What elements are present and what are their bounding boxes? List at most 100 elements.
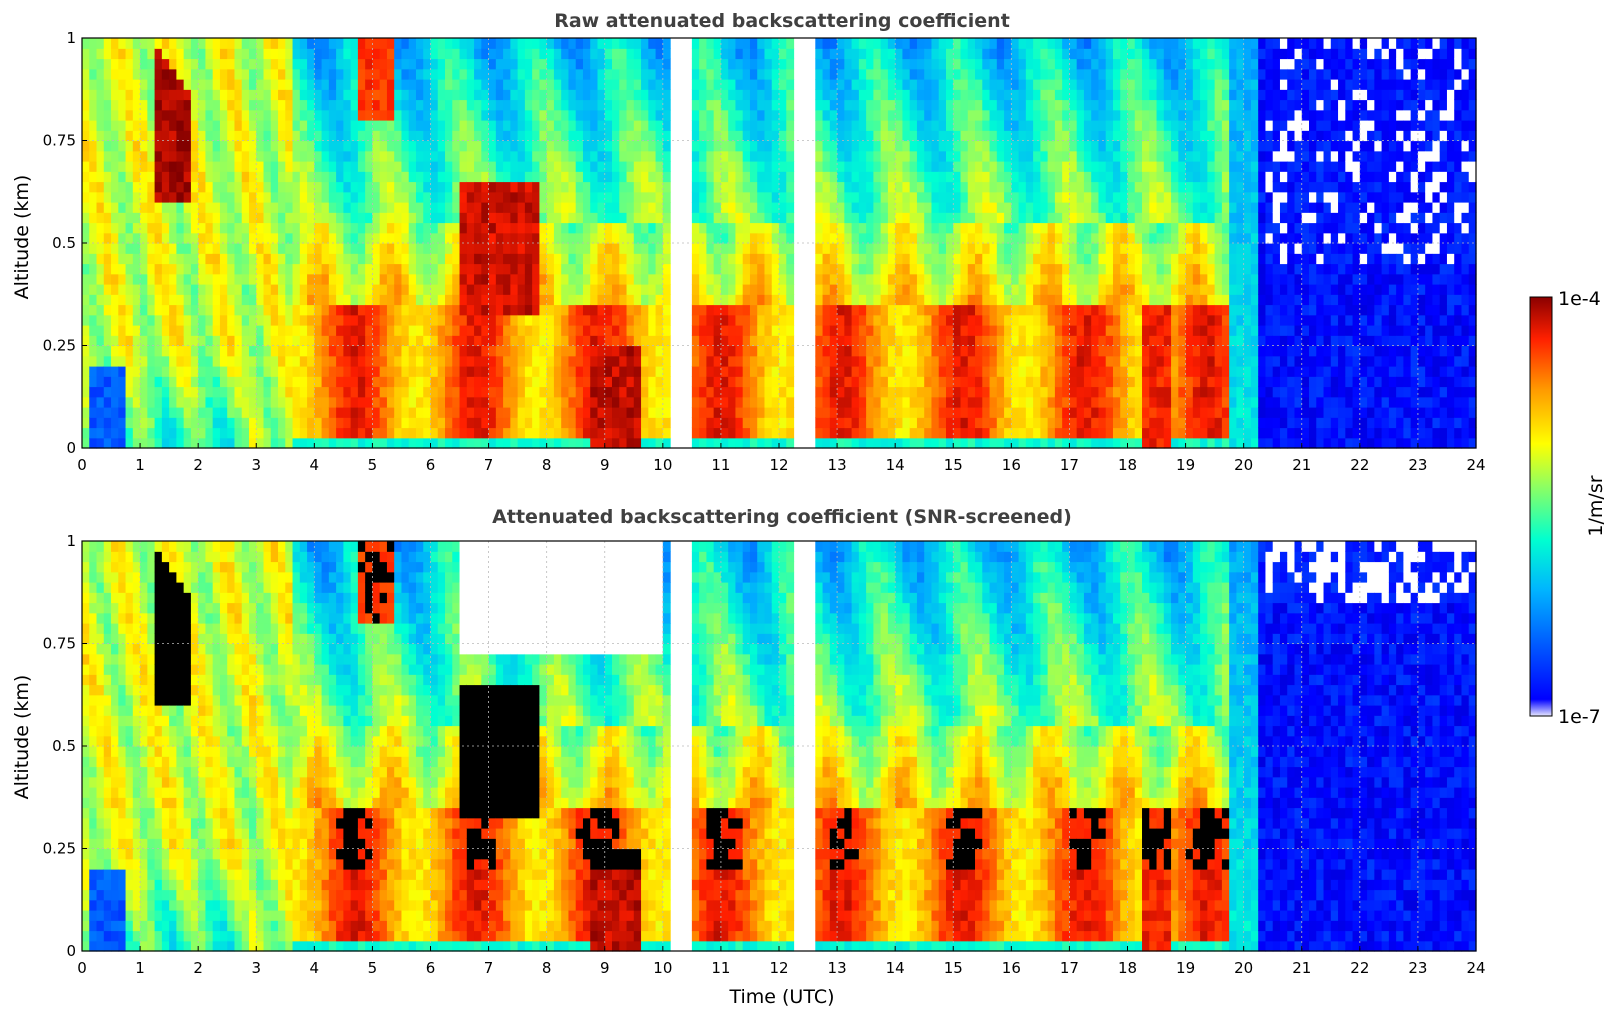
heatmap-cell — [357, 89, 366, 101]
heatmap-cell — [582, 68, 591, 80]
heatmap-cell — [924, 325, 933, 336]
heatmap-cell — [945, 99, 954, 111]
heatmap-cell — [307, 284, 315, 295]
heatmap-cell — [365, 355, 374, 367]
heatmap-cell — [633, 345, 642, 357]
heatmap-cell — [764, 58, 773, 70]
heatmap-cell — [132, 120, 141, 131]
heatmap-cell — [735, 99, 744, 111]
heatmap-cell — [844, 396, 853, 408]
heatmap-cell — [1011, 202, 1020, 213]
heatmap-cell — [829, 68, 838, 80]
heatmap-cell — [902, 294, 911, 306]
heatmap-cell — [415, 366, 424, 377]
heatmap-cell — [953, 355, 962, 367]
heatmap-cell — [866, 284, 874, 295]
heatmap-cell — [829, 294, 838, 306]
heatmap-cell — [466, 376, 475, 388]
heatmap-cell — [909, 109, 918, 121]
heatmap-cell — [321, 284, 330, 295]
heatmap-cell — [423, 89, 432, 101]
heatmap-cell — [532, 304, 541, 316]
heatmap-cell — [140, 181, 148, 193]
heatmap-cell — [321, 161, 330, 172]
heatmap-cell — [1004, 355, 1012, 367]
heatmap-cell — [408, 140, 417, 152]
heatmap-cell — [706, 232, 715, 244]
heatmap-cell — [140, 109, 148, 121]
heatmap-cell — [386, 294, 395, 306]
heatmap-cell — [423, 212, 432, 224]
heatmap-cell — [829, 120, 838, 131]
heatmap-cell — [975, 345, 983, 357]
heatmap-cell — [517, 273, 526, 285]
heatmap-cell — [641, 202, 649, 213]
heatmap-cell — [423, 304, 432, 316]
heatmap-cell — [365, 48, 374, 60]
heatmap-cell — [263, 294, 272, 306]
heatmap-cell — [321, 222, 330, 234]
heatmap-cell — [524, 58, 533, 70]
heatmap-cell — [720, 294, 729, 306]
heatmap-cell — [561, 109, 570, 121]
heatmap-cell — [161, 294, 170, 306]
heatmap-cell — [379, 181, 388, 193]
heatmap-cell — [996, 284, 1005, 295]
heatmap-cell — [437, 304, 446, 316]
heatmap-cell — [328, 335, 337, 347]
heatmap-cell — [546, 243, 555, 254]
heatmap-cell — [328, 386, 337, 398]
heatmap-cell — [626, 58, 635, 70]
heatmap-cell — [394, 79, 403, 90]
heatmap-cell — [445, 120, 453, 131]
heatmap-cell — [1004, 99, 1012, 111]
heatmap-cell — [553, 294, 562, 306]
heatmap-cell — [169, 304, 177, 316]
heatmap-cell — [590, 99, 599, 111]
heatmap-cell — [510, 304, 519, 316]
heatmap-cell — [1004, 284, 1012, 295]
heatmap-cell — [365, 38, 374, 49]
heatmap-cell — [430, 304, 439, 316]
heatmap-cell — [234, 130, 243, 142]
heatmap-cell — [278, 202, 286, 213]
heatmap-cell — [510, 366, 519, 377]
heatmap-cell — [408, 335, 417, 347]
heatmap-cell — [517, 417, 526, 429]
heatmap-cell — [125, 325, 134, 336]
heatmap-cell — [648, 376, 657, 388]
heatmap-cell — [328, 284, 337, 295]
heatmap-cell — [169, 263, 177, 275]
heatmap-cell — [82, 109, 90, 121]
heatmap-cell — [742, 181, 751, 193]
heatmap-cell — [641, 407, 649, 418]
heatmap-cell — [198, 427, 207, 439]
heatmap-cell — [945, 304, 954, 316]
heatmap-cell — [198, 202, 207, 213]
heatmap-cell — [975, 284, 983, 295]
heatmap-cell — [887, 396, 896, 408]
heatmap-cell — [365, 222, 374, 234]
heatmap-cell — [241, 48, 250, 60]
heatmap-cell — [503, 407, 511, 418]
heatmap-cell — [837, 202, 845, 213]
heatmap-cell — [234, 212, 243, 224]
heatmap-cell — [771, 335, 780, 347]
heatmap-cell — [953, 191, 962, 203]
heatmap-cell — [96, 58, 105, 70]
heatmap-cell — [728, 253, 737, 265]
heatmap-cell — [103, 79, 112, 90]
heatmap-cell — [945, 109, 954, 121]
heatmap-cell — [735, 386, 744, 398]
heatmap-cell — [720, 355, 729, 367]
heatmap-cell — [699, 284, 707, 295]
heatmap-cell — [822, 140, 831, 152]
heatmap-cell — [336, 263, 344, 275]
heatmap-cell — [720, 243, 729, 254]
heatmap-cell — [510, 396, 519, 408]
heatmap-cell — [212, 58, 221, 70]
heatmap-cell — [96, 325, 105, 336]
heatmap-cell — [916, 284, 925, 295]
heatmap-cell — [829, 284, 838, 295]
heatmap-cell — [626, 89, 635, 101]
